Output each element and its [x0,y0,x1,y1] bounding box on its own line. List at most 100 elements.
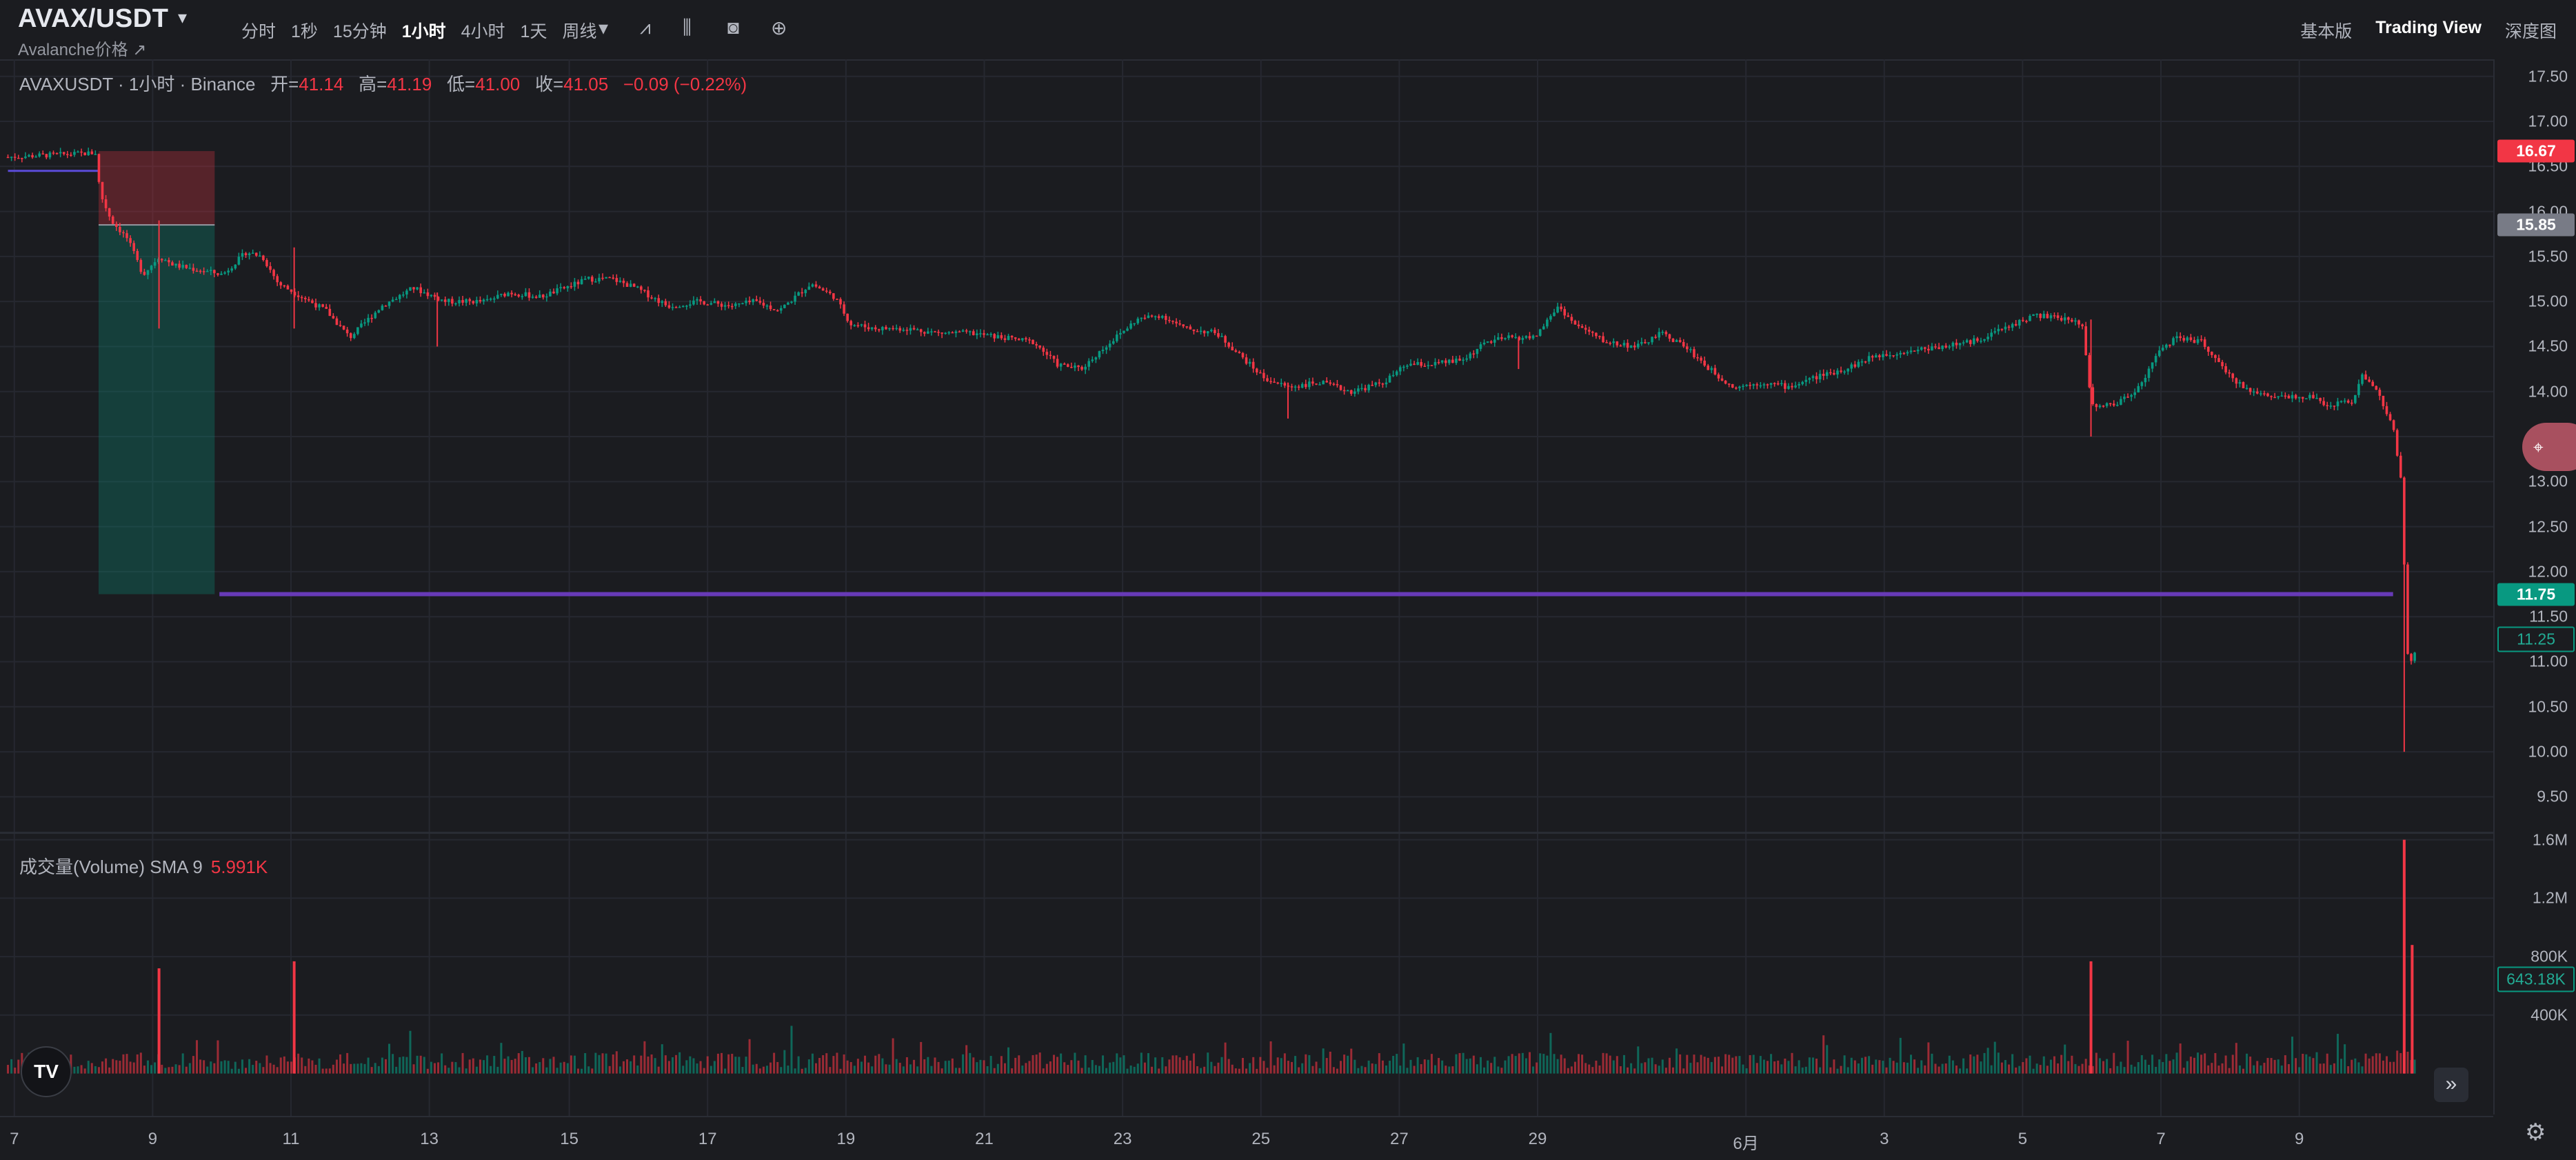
candle-type-icon[interactable]: ⫼ [683,17,692,38]
candle-body [2077,320,2080,325]
candle-body [1528,336,1531,339]
candle-body [1283,383,1287,386]
volume-bar [573,1055,576,1074]
volume-bar [2064,1044,2066,1074]
volume-bar [1735,1056,1738,1074]
volume-bar [374,1063,376,1074]
candle-body [1703,360,1706,366]
candle-body [983,333,985,335]
candle-body [339,325,342,326]
candle-body [391,299,394,302]
volume-bar [1112,1061,1115,1074]
tradingview-logo[interactable]: TV [21,1046,72,1097]
candle-body [1374,382,1378,386]
candle-body [856,325,860,327]
interval-tab[interactable]: 周线 [562,22,597,41]
candle-body [1934,346,1937,348]
candle-body [927,331,929,334]
candle-body [1700,357,1702,361]
volume-bar [1371,1063,1373,1074]
volume-bar [1224,1042,1227,1074]
volume-bar [262,1067,265,1074]
interval-tab[interactable]: 分时 [241,22,276,41]
interval-tab-active[interactable]: 1小时 [401,22,446,41]
volume-bar [807,1059,810,1074]
volume-bar [1203,1066,1206,1074]
price-chart[interactable] [0,59,2493,1116]
scroll-to-realtime-button[interactable]: » [2434,1068,2468,1102]
volume-bar [1406,1068,1409,1074]
symbol-pair[interactable]: AVAX/USDT [18,4,169,33]
add-icon[interactable]: ⊕ [771,17,787,39]
volume-bar [2413,1059,2416,1074]
candle-body [234,264,237,269]
interval-tab[interactable]: 1天 [520,22,547,41]
candle-body [2242,382,2245,388]
candle-body [618,280,622,282]
candle-body [52,152,55,154]
volume-bar [2354,1058,2357,1074]
candle-body [681,306,685,308]
candle-body [1014,337,1017,339]
candle-body [1784,383,1787,389]
volume-bar [2060,1054,2063,1074]
volume-bar [1871,1064,1874,1074]
interval-tab[interactable]: 4小时 [461,22,505,41]
volume-bar [769,1062,772,1074]
price-axis[interactable]: 17.50 17.00 16.50 16.00 15.50 15.00 14.50 14.00… [2493,59,2576,1114]
volume-bar [1546,1055,1549,1074]
volume-bar [2249,1057,2252,1074]
volume-bar [412,1064,415,1074]
volume-bar [217,1040,219,1074]
volume-bar [2140,1054,2143,1074]
volume-bar [2049,1059,2052,1074]
volume-spike [157,968,161,1074]
candle-body [34,156,37,158]
tab-tradingview[interactable]: Trading View [2375,18,2482,37]
interval-tab[interactable]: 15分钟 [332,22,387,41]
volume-bar [272,1064,275,1074]
candle-body [1619,345,1622,347]
gear-icon[interactable]: ⚙ [2525,1119,2546,1146]
volume-bar [1619,1066,1622,1074]
volume-bar [1298,1067,1300,1074]
volume-bar [832,1056,835,1074]
time-axis[interactable]: 7 9 11 13 15 17 19 21 23 25 27 29 6月 3 5 7 9 [0,1116,2493,1160]
candle-body [1629,346,1633,348]
candle-body [1640,341,1643,344]
time-tick-label: 7 [10,1130,19,1148]
price-tag: 11.75 [2497,583,2575,606]
candle-body [1455,358,1458,363]
volume-bar [682,1066,685,1074]
camera-icon[interactable]: ◙ [727,17,739,38]
tab-depth[interactable]: 深度图 [2504,22,2557,41]
tab-basic[interactable]: 基本版 [2300,22,2353,41]
volume-bar [871,1066,874,1074]
candle-body [671,307,674,308]
candle-body [769,306,772,310]
volume-bar [2042,1056,2045,1074]
volume-bar [937,1061,940,1074]
volume-bar [1724,1054,1727,1074]
volume-bar [860,1061,863,1074]
volume-bar [2098,1058,2101,1074]
candle-body [1325,381,1329,383]
alert-icon[interactable]: ⌖ [2522,423,2576,471]
candle-body [405,290,408,295]
candle-body [1476,348,1479,354]
candle-body [1717,374,1720,379]
volume-bar [587,1066,590,1074]
volume-bar [475,1066,478,1074]
interval-dropdown-icon[interactable]: ▾ [598,17,609,39]
time-tick-label: 9 [148,1130,158,1148]
volume-bar [1703,1057,1706,1074]
volume-bar [818,1057,821,1074]
interval-tab[interactable]: 1秒 [291,22,318,41]
volume-bar [356,1063,359,1074]
volume-bar [1423,1059,1426,1074]
indicator-icon[interactable]: ⩘ [640,17,651,38]
chevron-down-icon[interactable]: ▾ [178,7,188,28]
volume-bar [203,1060,205,1074]
symbol-subtitle[interactable]: Avalanche价格 ↗ [18,41,147,59]
volume-bar [2298,1067,2301,1074]
